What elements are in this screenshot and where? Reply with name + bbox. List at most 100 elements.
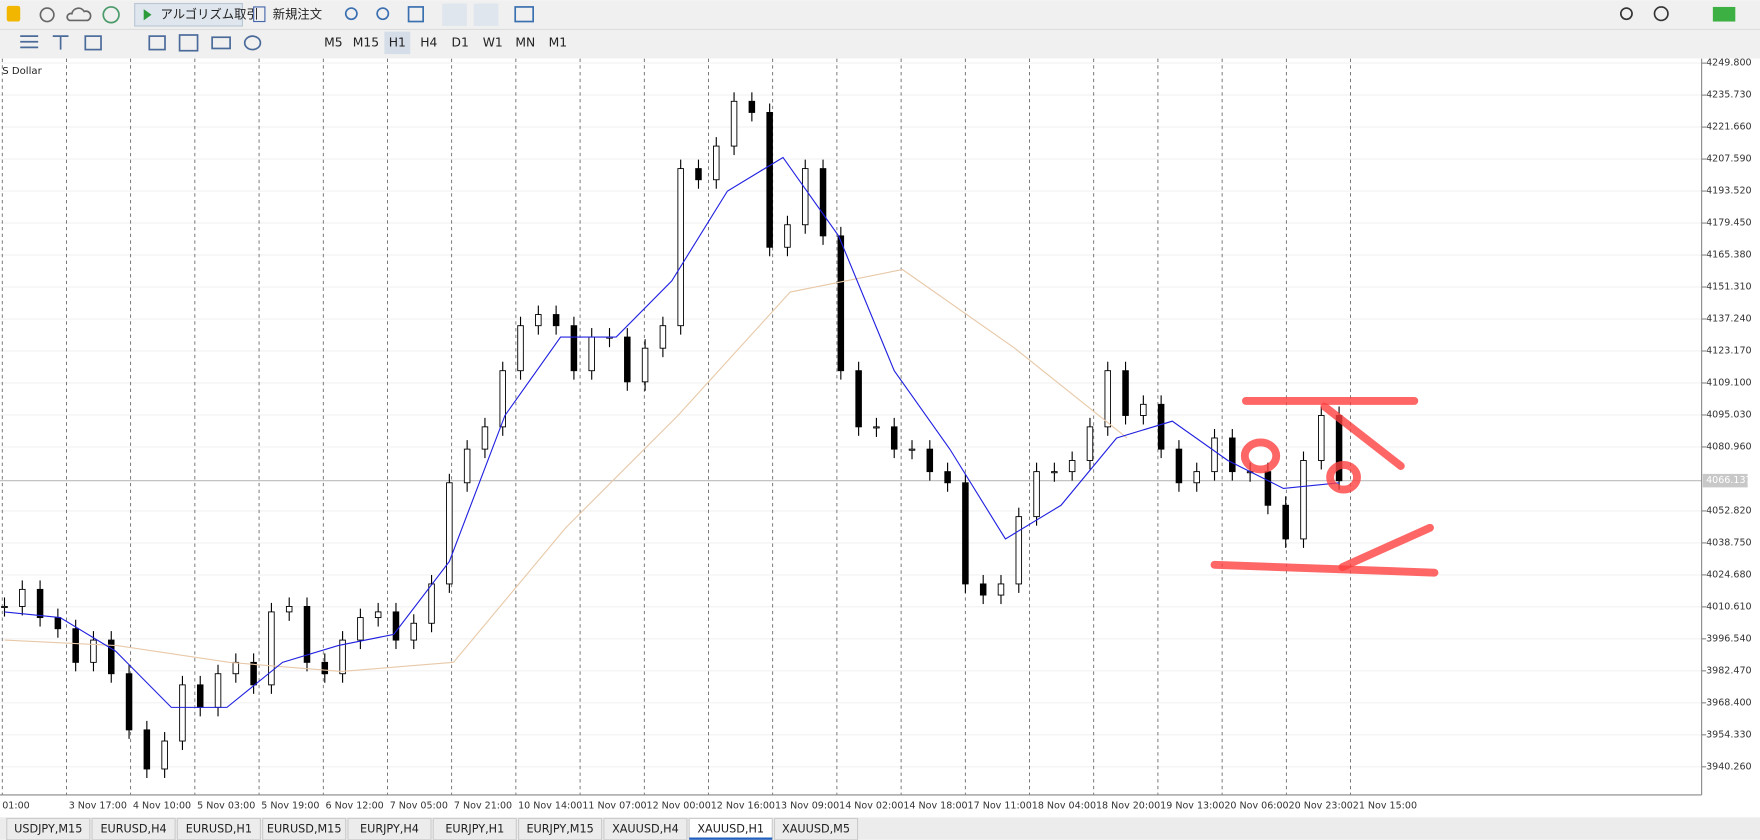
tab-label[interactable]: EURUSD,H4: [100, 823, 166, 836]
candle: [624, 336, 631, 383]
account-icon[interactable]: [1653, 6, 1669, 22]
annotation-circle: [1240, 438, 1281, 474]
candle: [570, 325, 578, 372]
candle: [535, 314, 542, 327]
candle: [90, 639, 97, 663]
tab-label[interactable]: EURJPY,H1: [445, 823, 504, 836]
timeframe-button[interactable]: MN: [515, 35, 535, 49]
drawing-tools: [20, 34, 262, 52]
candle: [232, 661, 240, 675]
candle: [997, 583, 1005, 596]
y-tick-label: 4221.660: [1706, 122, 1751, 133]
tab-label[interactable]: XAUUSD,H4: [612, 823, 679, 836]
rect-tool[interactable]: [84, 35, 102, 51]
annotation-line: [1320, 402, 1405, 470]
tab-label[interactable]: EURJPY,H4: [360, 823, 419, 836]
algo-trading-button[interactable]: [134, 3, 244, 27]
screenshot-icon[interactable]: [514, 6, 535, 23]
candle: [285, 605, 293, 613]
candle: [1193, 471, 1200, 484]
tab-label[interactable]: EURUSD,M15: [267, 823, 342, 836]
cloud-icon[interactable]: [66, 7, 92, 22]
candle: [446, 482, 453, 585]
new-order-label[interactable]: 新規注文: [273, 6, 322, 21]
x-tick-label: 18 Nov 04:00: [1032, 801, 1096, 812]
new-order-icon[interactable]: [253, 6, 266, 23]
candle: [1033, 471, 1040, 518]
candle: [36, 588, 44, 619]
candle: [659, 325, 667, 349]
candle: [19, 588, 26, 607]
tab-label[interactable]: XAUUSD,H1: [697, 823, 764, 836]
timeframe-button[interactable]: M15: [353, 35, 379, 49]
candle: [1051, 471, 1058, 474]
shift-button[interactable]: [473, 3, 499, 27]
text-tool[interactable]: [52, 35, 69, 50]
candle: [944, 471, 951, 484]
tab-label[interactable]: USDJPY,M15: [14, 823, 82, 836]
y-tick-label: 3940.260: [1706, 761, 1751, 772]
y-tick-label: 4010.610: [1706, 601, 1751, 612]
y-tick-label: 4151.310: [1706, 282, 1751, 293]
candle: [908, 448, 916, 451]
timeframe-button[interactable]: H1: [389, 35, 406, 49]
x-tick-label: 3 Nov 17:00: [69, 801, 127, 812]
candle: [837, 235, 845, 372]
candle: [1175, 448, 1183, 484]
tab-label[interactable]: XAUUSD,M5: [782, 823, 850, 836]
candle: [1086, 426, 1094, 461]
zoom-in-icon[interactable]: [344, 7, 358, 21]
lock-icon[interactable]: [6, 5, 21, 22]
lines-tool[interactable]: [20, 35, 39, 49]
candle: [552, 314, 560, 327]
candle: [730, 100, 738, 147]
x-tick-label: 14 Nov 18:00: [903, 801, 967, 812]
candle: [1068, 460, 1076, 473]
candle: [161, 740, 168, 770]
search-icon[interactable]: [1619, 7, 1633, 21]
x-tick-label: 7 Nov 21:00: [454, 801, 512, 812]
timeframe-button[interactable]: M5: [324, 35, 342, 49]
y-tick-label: 4024.680: [1706, 569, 1751, 580]
x-tick-label: 18 Nov 20:00: [1096, 801, 1160, 812]
timeframe-button[interactable]: M1: [549, 35, 567, 49]
candle: [481, 426, 489, 450]
connection-indicator: [1712, 6, 1736, 22]
candle: [677, 168, 684, 327]
zoom-out-icon[interactable]: [376, 7, 390, 21]
x-tick-label: 13 Nov 09:00: [775, 801, 839, 812]
candle: [801, 168, 809, 226]
tab-label[interactable]: EURJPY,M15: [526, 823, 593, 836]
candle: [588, 336, 595, 372]
play-icon: [143, 9, 152, 21]
ok-tool[interactable]: [211, 36, 231, 50]
autoscroll-button[interactable]: [442, 3, 467, 27]
chart-type-tool[interactable]: [148, 35, 166, 51]
annotation-circle: [1326, 460, 1361, 494]
candle: [143, 729, 151, 770]
x-tick-label: 20 Nov 23:00: [1289, 801, 1353, 812]
market-icon[interactable]: [102, 6, 120, 24]
y-tick-label: 4137.240: [1706, 314, 1751, 325]
y-tick-label: 4109.100: [1706, 377, 1751, 388]
candle: [108, 639, 115, 675]
candle: [374, 611, 382, 619]
candle: [392, 611, 400, 641]
signal-icon[interactable]: [39, 7, 55, 23]
object-tool[interactable]: [243, 35, 262, 51]
timeframe-button[interactable]: H4: [420, 35, 437, 49]
tile-icon[interactable]: [407, 6, 425, 23]
candle: [855, 370, 862, 428]
timeframe-button[interactable]: D1: [452, 35, 469, 49]
candle: [1122, 370, 1129, 416]
current-price-box: [1702, 473, 1748, 488]
tab-label[interactable]: EURUSD,H1: [186, 823, 252, 836]
candle: [357, 617, 364, 641]
x-tick-label: 7 Nov 05:00: [390, 801, 448, 812]
indicator-tool[interactable]: [178, 34, 199, 52]
candle: [214, 673, 222, 708]
x-tick-label: 10 Nov 14:00: [518, 801, 582, 812]
timeframe-button[interactable]: W1: [483, 35, 503, 49]
x-tick-label: 12 Nov 00:00: [647, 801, 711, 812]
